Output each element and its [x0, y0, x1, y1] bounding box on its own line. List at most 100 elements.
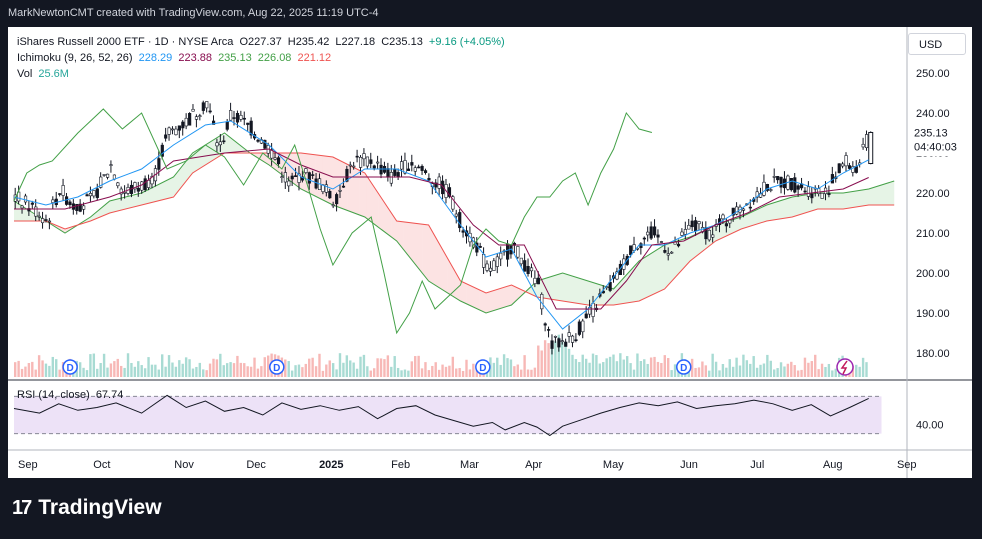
price-candle	[276, 157, 281, 165]
volume-bar	[154, 364, 157, 377]
price-candle	[687, 225, 691, 230]
volume-bar	[225, 363, 229, 377]
volume-bar	[708, 370, 711, 377]
price-candle	[116, 182, 120, 187]
y-tick-label: 220.00	[916, 188, 950, 200]
price-candle	[58, 193, 62, 195]
ichimoku-kijun-value: 223.88	[178, 52, 212, 64]
price-candle	[20, 205, 24, 209]
rsi-value: 67.74	[95, 389, 124, 401]
ohlc-close: C235.13	[381, 36, 423, 48]
price-candle	[30, 202, 34, 205]
volume-bar	[140, 365, 143, 377]
price-candle	[324, 184, 328, 193]
volume-bar	[810, 361, 814, 377]
price-candle	[64, 196, 69, 205]
volume-bar	[506, 358, 509, 377]
ichimoku-cloud-segment	[674, 240, 681, 279]
volume-bar	[451, 356, 455, 377]
price-candle	[106, 173, 110, 178]
volume-bar	[243, 363, 246, 377]
price-candle	[697, 221, 701, 225]
price-candle	[451, 196, 455, 210]
price-candle	[201, 102, 205, 111]
ichimoku-cloud-segment	[693, 232, 700, 259]
volume-bar	[14, 362, 17, 377]
volume-bar	[390, 366, 393, 377]
ichimoku-cloud-segment	[177, 164, 184, 192]
price-candle	[803, 190, 807, 193]
price-candle	[417, 166, 421, 169]
volume-bar	[714, 361, 718, 377]
price-candle	[820, 192, 824, 199]
volume-bar	[800, 369, 803, 377]
volume-bar	[212, 358, 215, 377]
price-candle	[177, 125, 181, 131]
ichimoku-cloud-segment	[435, 236, 442, 290]
price-candle	[793, 177, 797, 193]
volume-bar	[602, 362, 605, 377]
price-candle	[670, 251, 674, 254]
price-candle	[526, 266, 530, 274]
volume-bar	[130, 362, 133, 377]
volume-bar	[431, 365, 434, 377]
ichimoku-legend[interactable]: Ichimoku (9, 26, 52, 26) 228.29 223.88 2…	[17, 52, 334, 64]
price-candle	[376, 161, 380, 164]
price-candle	[547, 329, 551, 331]
price-candle	[393, 168, 397, 176]
ichimoku-cloud-segment	[315, 154, 323, 200]
volume-bar	[820, 363, 824, 377]
price-candle	[772, 176, 776, 178]
y-tick-label: 200.00	[916, 268, 950, 280]
ichimoku-cloud-segment	[472, 286, 480, 310]
price-candle	[147, 180, 151, 188]
volume-bar	[670, 370, 673, 377]
volume-bar	[465, 359, 468, 377]
ichimoku-cloud-segment	[460, 280, 467, 304]
price-candle	[273, 157, 277, 160]
ichimoku-cloud-segment	[617, 277, 624, 305]
ichimoku-cloud-segment	[623, 270, 631, 304]
rsi-legend[interactable]: RSI (14, close) 67.74	[17, 389, 126, 401]
price-candle	[307, 172, 311, 184]
price-candle	[724, 223, 728, 227]
price-candle	[854, 166, 858, 173]
dividend-marker	[475, 359, 491, 375]
volume-bar	[550, 344, 554, 377]
volume-bar	[608, 356, 612, 377]
ichimoku-cloud-segment	[686, 235, 694, 265]
volume-bar	[731, 366, 735, 377]
volume-bar	[796, 370, 800, 377]
price-candle	[454, 213, 458, 217]
price-candle	[420, 165, 424, 171]
ichimoku-cloud-segment	[208, 138, 216, 163]
ichimoku-cloud-segment	[812, 193, 819, 211]
volume-bar	[239, 362, 243, 377]
volume-bar	[92, 353, 96, 377]
volume-bar	[352, 362, 355, 377]
volume-bar	[263, 357, 266, 377]
currency-button[interactable]: USD	[908, 33, 966, 55]
price-candle	[666, 253, 670, 256]
dividend-marker-label: D	[273, 363, 280, 374]
price-candle	[516, 246, 520, 258]
price-candle	[642, 237, 646, 240]
volume-bar	[249, 366, 253, 377]
ichimoku-cloud-segment	[743, 213, 750, 229]
price-candle	[140, 181, 144, 191]
ichimoku-cloud-segment	[202, 142, 209, 167]
price-candle	[229, 110, 233, 121]
volume-bar	[27, 363, 31, 377]
volume-bar	[663, 355, 666, 377]
ichimoku-cloud-segment	[410, 222, 417, 266]
volume-bar	[557, 334, 561, 377]
volume-legend[interactable]: Vol 25.6M	[17, 68, 72, 80]
ichimoku-cloud-segment	[416, 223, 423, 274]
ichimoku-cloud-segment	[711, 224, 719, 244]
ichimoku-cloud-segment	[139, 190, 147, 206]
volume-bar	[742, 354, 745, 377]
ichimoku-cloud-segment	[567, 274, 574, 303]
y-tick-label: 210.00	[916, 228, 950, 240]
price-candle	[844, 155, 848, 167]
